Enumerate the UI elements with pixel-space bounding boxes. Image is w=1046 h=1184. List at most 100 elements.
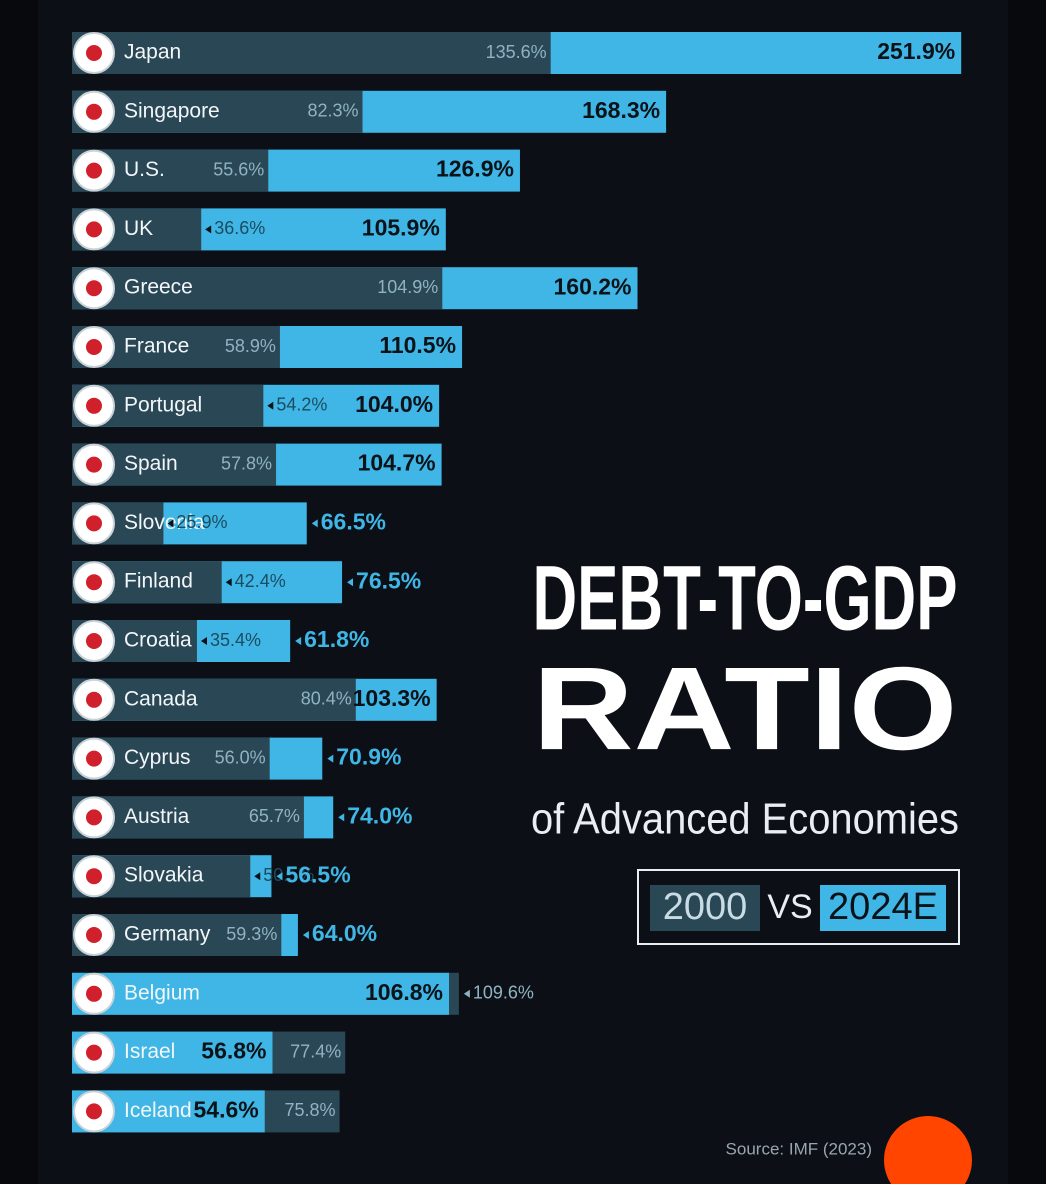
value-label: 106.8% xyxy=(365,979,443,1005)
flag-center xyxy=(86,750,102,767)
chart-title: DEBT-TO-GDP xyxy=(533,547,958,649)
arrow xyxy=(463,989,470,998)
legend-label: 2000 xyxy=(663,886,748,928)
arrow xyxy=(276,872,283,881)
category-label: France xyxy=(124,335,189,358)
chart-title: RATIO xyxy=(533,643,958,775)
bar xyxy=(72,90,363,133)
value-label: 50.5% xyxy=(263,865,314,885)
value-label: 56.0% xyxy=(215,747,266,767)
arrow xyxy=(338,813,345,822)
value-label: 77.4% xyxy=(290,1041,341,1061)
value-label: 109.6% xyxy=(473,983,534,1003)
value-label: 42.4% xyxy=(235,571,286,591)
category-label: UK xyxy=(124,217,153,240)
legend-frame xyxy=(637,869,960,945)
value-label: 110.5% xyxy=(379,332,456,358)
category-label: Iceland xyxy=(124,1099,192,1122)
category-label: Finland xyxy=(124,570,193,593)
value-label: 58.9% xyxy=(225,336,276,356)
category-label: Slovakia xyxy=(124,864,204,887)
value-label: 104.0% xyxy=(355,391,433,417)
arrow xyxy=(205,225,212,234)
source: Source: IMF (2023) xyxy=(726,1139,872,1158)
flag-center xyxy=(86,162,102,179)
value-label: 61.8% xyxy=(304,626,369,652)
flag-center xyxy=(86,221,102,238)
value-label: 168.3% xyxy=(582,97,660,123)
arrow xyxy=(167,519,174,528)
flag-center xyxy=(86,515,102,532)
value-label: 104.9% xyxy=(377,277,438,297)
chart-subtitle: of Advanced Economies xyxy=(531,795,959,844)
value-label: 54.2% xyxy=(276,395,327,415)
value-label: 103.3% xyxy=(353,685,431,711)
value-label: 59.3% xyxy=(226,924,277,944)
flag-center xyxy=(86,1044,102,1061)
flag-center xyxy=(86,691,102,708)
category-label: Croatia xyxy=(124,629,192,652)
arrow xyxy=(347,578,354,587)
arrow xyxy=(254,872,261,881)
category-label: Austria xyxy=(124,805,190,828)
arrow xyxy=(200,637,207,645)
value-label: 54.6% xyxy=(194,1096,259,1122)
value-label: 56.8% xyxy=(201,1038,266,1064)
legend-swatch xyxy=(820,885,946,931)
flag-center xyxy=(86,397,102,414)
value-label: 65.7% xyxy=(249,806,300,826)
bar xyxy=(72,972,450,1015)
arrow xyxy=(295,637,302,645)
flag-center xyxy=(86,927,102,943)
category-label: Japan xyxy=(124,41,181,64)
value-label: 35.4% xyxy=(210,630,261,650)
value-label: 55.6% xyxy=(213,159,264,179)
arrow xyxy=(225,578,232,587)
category-label: Germany xyxy=(124,923,211,946)
flag-center xyxy=(86,574,102,591)
legend-label: 2024E xyxy=(828,886,938,928)
value-label: 104.7% xyxy=(358,450,436,476)
legend-swatch xyxy=(650,885,760,931)
value-label: 25.9% xyxy=(176,512,227,532)
flag-center xyxy=(86,868,102,885)
category-label: Cyprus xyxy=(124,746,191,769)
value-label: 251.9% xyxy=(877,38,955,64)
value-label: 57.8% xyxy=(221,453,272,473)
value-label: 160.2% xyxy=(553,273,631,299)
value-label: 135.6% xyxy=(486,42,547,62)
legend-joiner: VS xyxy=(767,888,812,926)
flag-center xyxy=(86,456,102,473)
category-label: Israel xyxy=(124,1040,175,1063)
flag-center xyxy=(86,280,102,297)
arrow xyxy=(302,931,309,939)
value-label: 82.3% xyxy=(307,101,358,121)
value-label: 75.8% xyxy=(285,1100,336,1120)
value-label: 76.5% xyxy=(356,567,421,593)
value-label: 105.9% xyxy=(362,214,440,240)
value-label: 70.9% xyxy=(336,744,401,770)
bar xyxy=(72,32,551,74)
category-label: Belgium xyxy=(124,981,200,1004)
category-label: Canada xyxy=(124,687,198,710)
value-label: 56.5% xyxy=(285,861,350,887)
flag-center xyxy=(86,45,102,61)
bar xyxy=(72,678,356,721)
flag-center xyxy=(86,809,102,826)
logo xyxy=(884,1116,972,1184)
category-label: Spain xyxy=(124,452,178,475)
value-label: 74.0% xyxy=(347,802,412,828)
flag-center xyxy=(86,633,102,649)
value-label: 126.9% xyxy=(436,156,514,182)
arrow xyxy=(327,754,334,763)
flag-center xyxy=(86,1103,102,1120)
category-label: U.S. xyxy=(124,158,165,181)
category-label: Greece xyxy=(124,276,193,299)
value-label: 64.0% xyxy=(312,920,377,946)
category-label: Singapore xyxy=(124,99,220,122)
category-label: Slovenia xyxy=(124,511,205,534)
flag-center xyxy=(86,339,102,355)
value-label: 36.6% xyxy=(214,218,265,238)
value-label: 80.4% xyxy=(301,689,352,709)
